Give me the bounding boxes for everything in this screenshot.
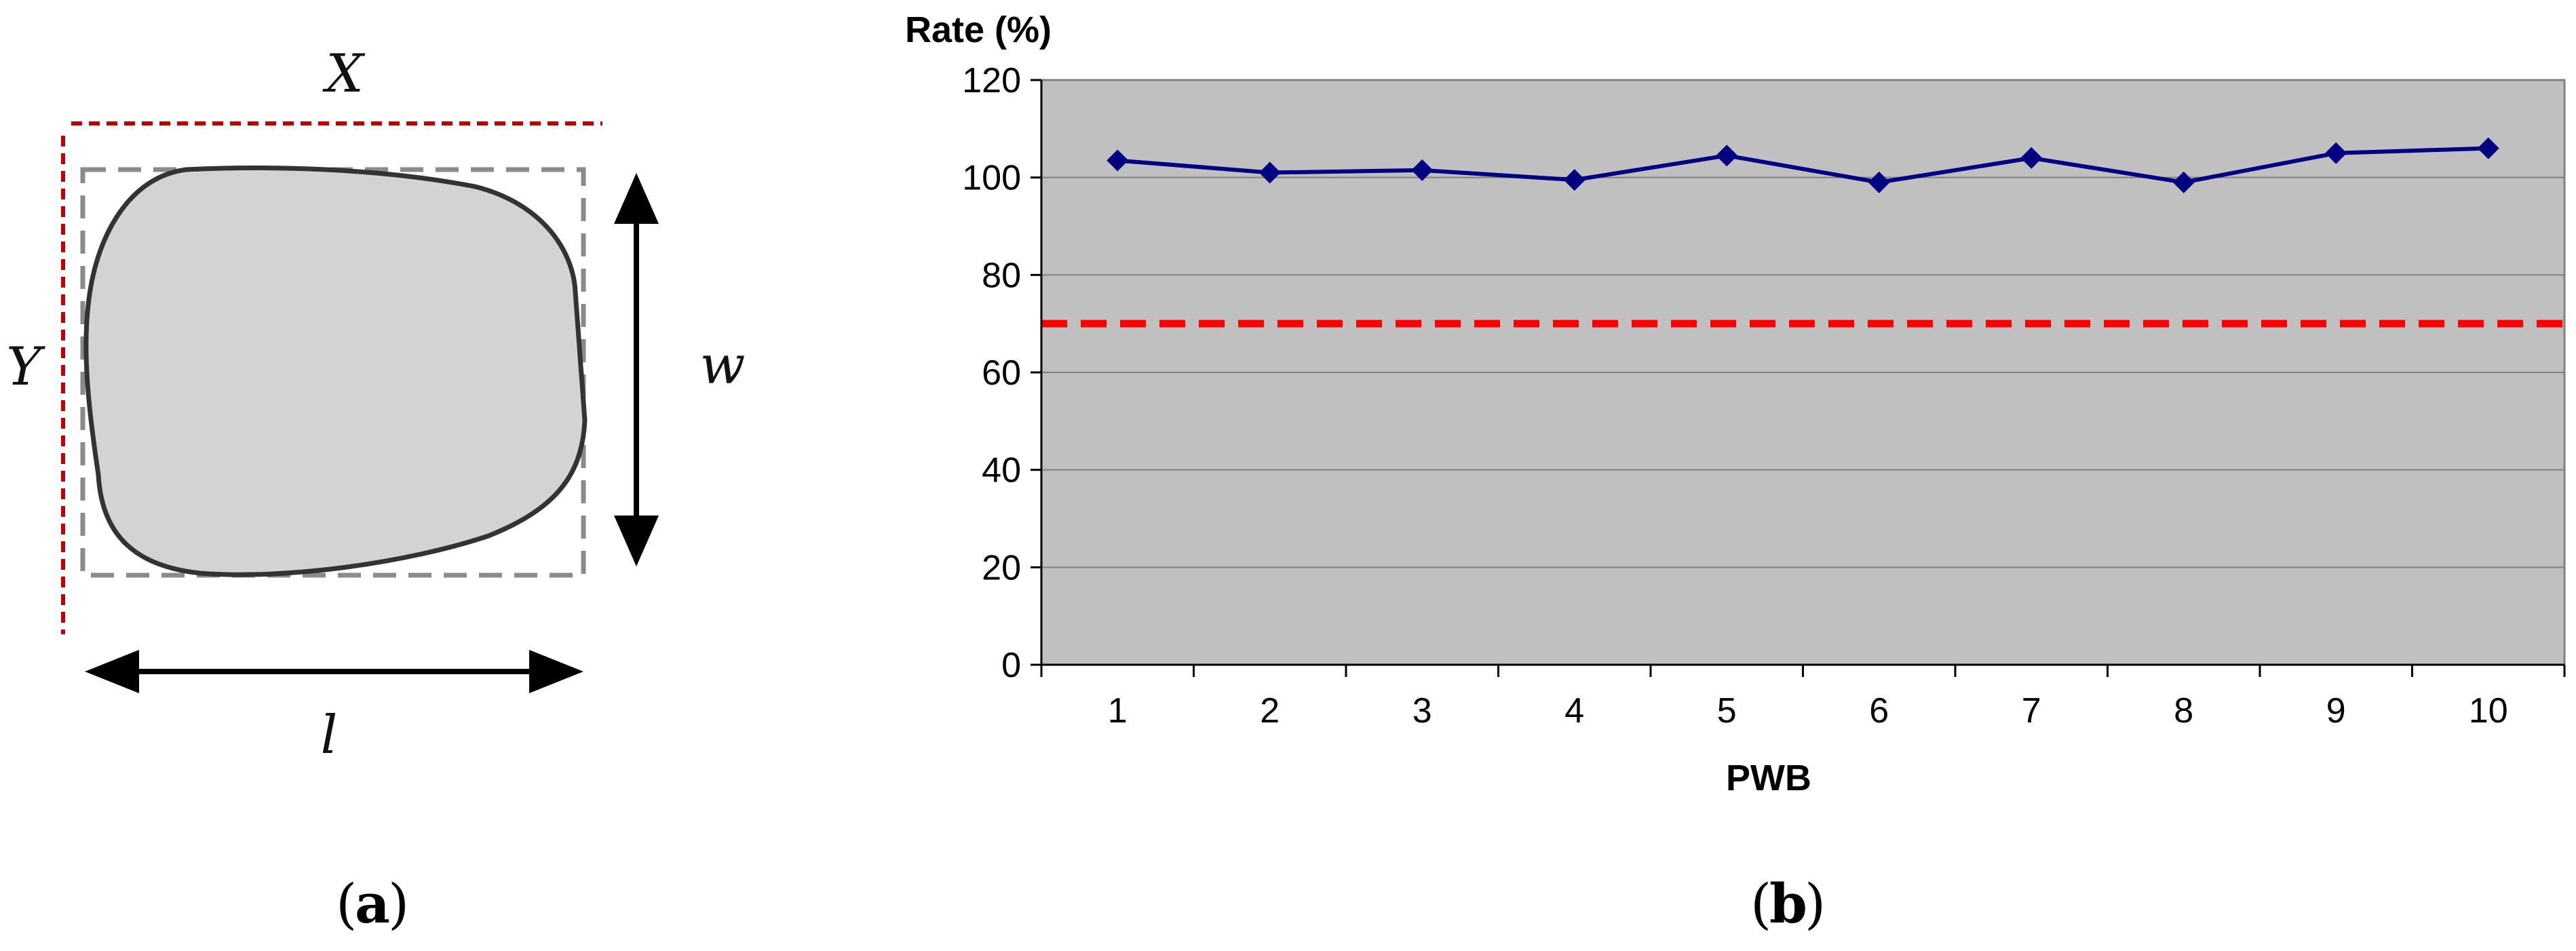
svg-text:): ) <box>1805 872 1826 935</box>
y-axis-title: Rate (%) <box>905 9 1052 50</box>
y-tick-label: 0 <box>1001 646 1021 685</box>
data-point <box>2172 171 2195 193</box>
y-tick-label: 120 <box>962 61 1021 100</box>
panel-b-caption: ( b ) <box>1750 872 1826 935</box>
x-tick-label: 9 <box>2326 691 2346 731</box>
l-dimension-arrow <box>85 650 583 693</box>
series-layer <box>1107 137 2499 193</box>
y-ticks: 0 20 40 60 80 100 120 <box>962 61 1041 685</box>
w-dimension-arrow <box>614 173 659 566</box>
svg-text:): ) <box>388 872 409 935</box>
y-tick-label: 80 <box>982 256 1021 295</box>
data-point <box>1411 159 1434 181</box>
data-point <box>1868 171 1890 193</box>
label-w: w <box>700 335 746 396</box>
panel-a: X Y w l ( a ) <box>6 43 745 935</box>
y-tick-label: 40 <box>982 451 1021 490</box>
x-tick-label: 1 <box>1108 691 1128 731</box>
series-line <box>1117 146 2488 185</box>
data-point <box>1716 144 1738 167</box>
particle-shape <box>83 166 588 577</box>
x-tick-label: 2 <box>1260 691 1280 731</box>
data-point <box>1563 169 1585 191</box>
panel-a-letter: a <box>355 872 390 935</box>
data-point <box>1258 161 1281 184</box>
x-tick-label: 4 <box>1564 691 1584 731</box>
x-tick-label: 3 <box>1412 691 1432 731</box>
x-ticks: 1 2 3 4 5 6 7 8 9 10 <box>1040 665 2566 731</box>
svg-text:(: ( <box>1750 872 1771 935</box>
panel-b: 0 20 40 60 80 100 120 1 2 3 4 5 6 7 8 9 10 Rate (%) PWB… <box>905 9 2566 935</box>
x-tick-label: 8 <box>2174 691 2193 731</box>
x-axis-title: PWB <box>1726 758 1811 798</box>
x-tick-label: 7 <box>2022 691 2041 731</box>
data-point <box>2325 142 2347 164</box>
x-tick-label: 10 <box>2469 691 2508 731</box>
panel-a-caption: ( a ) <box>336 872 409 935</box>
y-tick-label: 20 <box>982 548 1021 587</box>
svg-text:(: ( <box>336 872 357 935</box>
y-tick-label: 100 <box>962 159 1021 198</box>
y-tick-label: 60 <box>982 353 1021 393</box>
label-l: l <box>321 705 338 766</box>
data-point <box>2020 147 2043 169</box>
data-point <box>2477 137 2499 159</box>
panel-b-letter: b <box>1769 872 1807 935</box>
x-tick-label: 5 <box>1717 691 1737 731</box>
x-tick-label: 6 <box>1869 691 1889 731</box>
label-x: X <box>322 43 366 104</box>
label-y: Y <box>6 336 45 397</box>
data-point <box>1107 149 1129 172</box>
gridlines <box>1041 79 2564 568</box>
